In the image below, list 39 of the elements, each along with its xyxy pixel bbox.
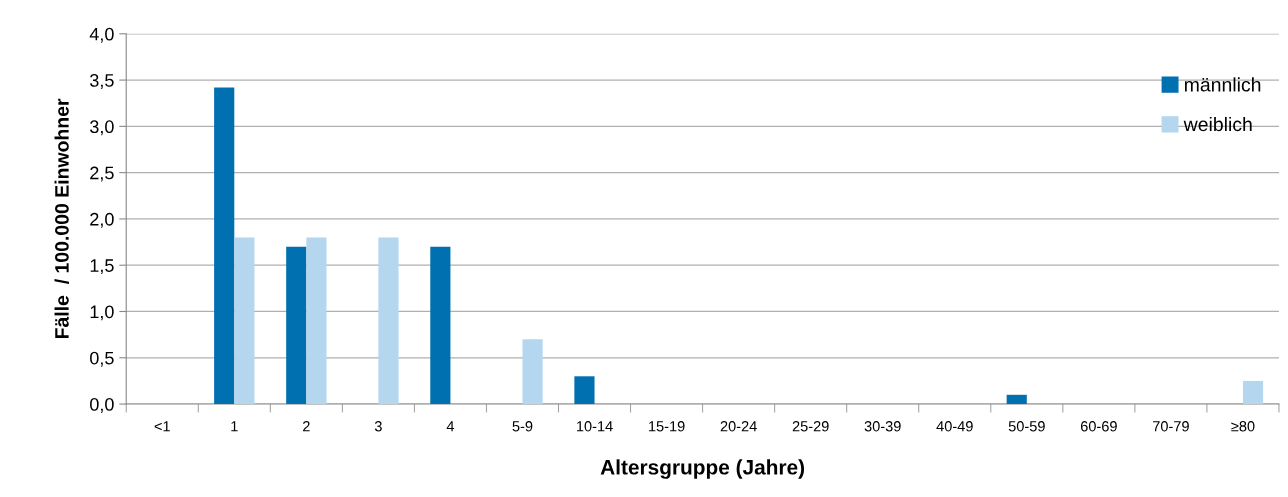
y-tick-label: 1,5: [90, 259, 114, 275]
x-tick-label: 10-14: [577, 421, 613, 432]
x-tick-label: 5-9: [512, 421, 533, 432]
y-tick-label: 1,0: [90, 305, 114, 321]
bar: [286, 246, 307, 405]
bar: [430, 246, 451, 405]
bar: [214, 87, 235, 405]
bar: [306, 237, 327, 405]
y-axis-title: Fälle / 100.000 Einwohner: [54, 98, 70, 339]
bar: [574, 376, 595, 405]
y-tick-label: 3,5: [90, 74, 114, 89]
x-tick-label: 25-29: [792, 421, 829, 432]
bar: [1006, 394, 1027, 405]
bar: [522, 339, 543, 405]
x-tick-label: 60-69: [1080, 421, 1117, 432]
x-tick-label: 3: [374, 421, 382, 432]
x-tick-label: 70-79: [1153, 421, 1189, 432]
y-tick-label: 0,5: [90, 351, 114, 367]
y-tick-label: 2,5: [90, 166, 114, 182]
x-tick-label: 15-19: [649, 421, 685, 432]
x-tick-label: 2: [303, 421, 310, 432]
y-tick-label: 3,0: [90, 120, 114, 136]
x-tick-label: <1: [154, 421, 170, 432]
y-tick-label: 4,0: [89, 27, 114, 43]
bar: [234, 237, 255, 405]
x-axis-title: Altersgruppe (Jahre): [600, 459, 805, 479]
legend-label: männlich: [1184, 77, 1261, 92]
x-tick-label: 4: [446, 421, 455, 432]
x-tick-label: 40-49: [936, 421, 973, 432]
legend-label: weiblich: [1183, 116, 1252, 132]
x-tick-label: 20-24: [720, 421, 757, 432]
y-tick-label: 0,0: [90, 398, 114, 413]
bar: [378, 237, 399, 405]
x-tick-label: 30-39: [864, 421, 901, 432]
y-tick-label: 2,0: [90, 212, 114, 228]
bar: [1242, 380, 1264, 405]
x-tick-label: 50-59: [1008, 421, 1045, 432]
x-tick-label: ≥80: [1231, 421, 1255, 432]
x-tick-label: 1: [231, 421, 238, 432]
